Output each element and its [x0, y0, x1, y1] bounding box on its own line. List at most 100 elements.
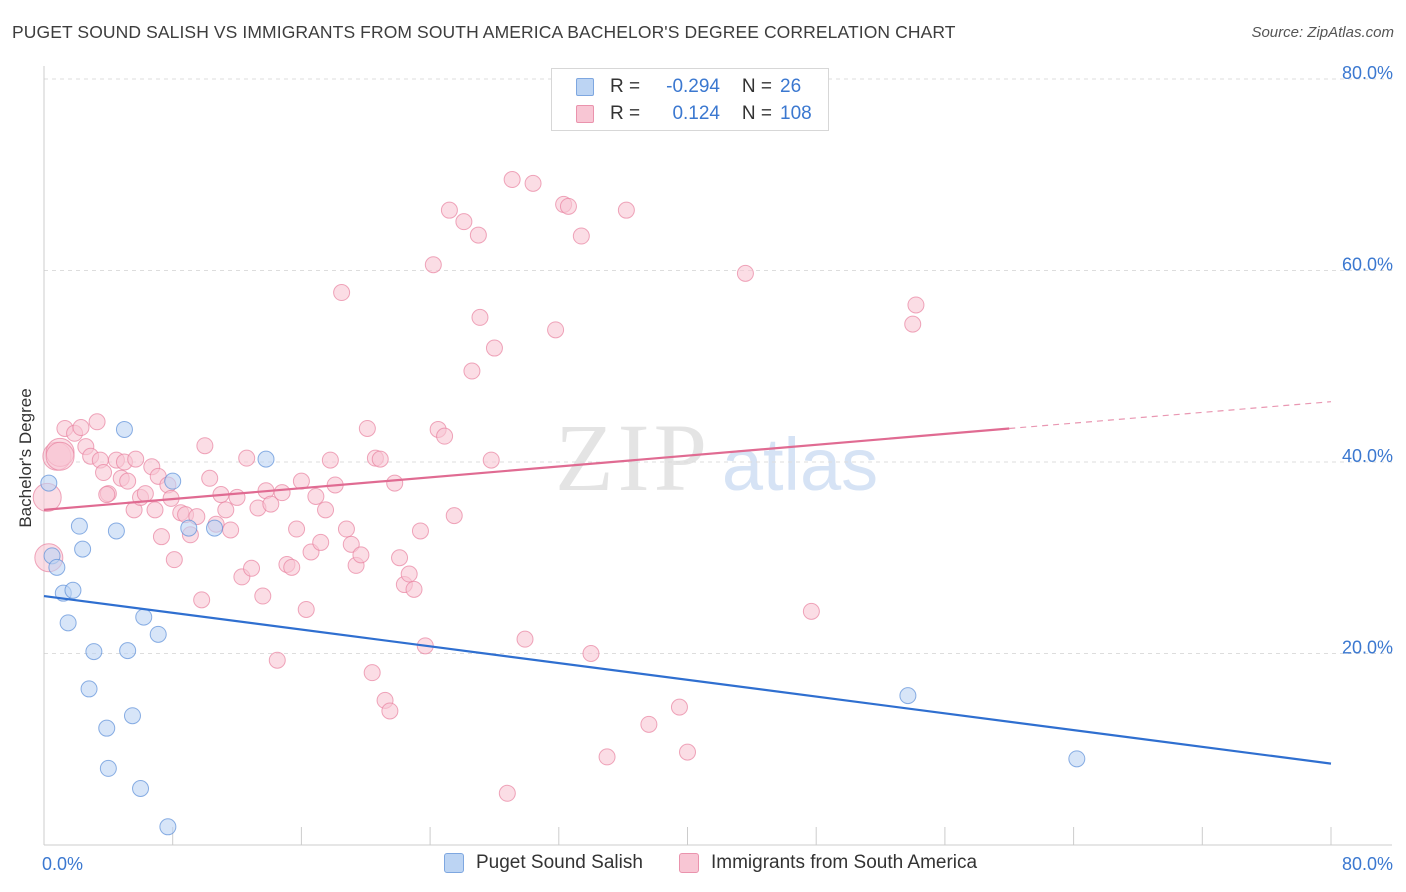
- immigrants-point: [907, 296, 925, 314]
- immigrants-point: [196, 437, 214, 455]
- immigrants-point: [471, 308, 489, 326]
- immigrants-point: [45, 441, 75, 471]
- salish-point: [80, 680, 98, 698]
- watermark-zip: ZIP: [555, 404, 711, 511]
- immigrants-point: [317, 501, 335, 519]
- n-value: 26: [780, 76, 802, 97]
- legend-item-immigrants: Immigrants from South America: [679, 852, 977, 874]
- immigrants-point: [312, 533, 330, 551]
- r-value: 0.124: [672, 103, 720, 124]
- legend-swatch-immigrants: [576, 105, 594, 123]
- immigrants-point: [297, 600, 315, 618]
- salish-point: [257, 450, 275, 468]
- immigrants-point: [386, 474, 404, 492]
- salish-trend-line: [43, 594, 1332, 765]
- immigrants-point: [391, 549, 409, 567]
- immigrants-point: [193, 591, 211, 609]
- series-salish-points: [40, 420, 1086, 836]
- y-tick-label: 60.0%: [1342, 255, 1393, 275]
- immigrants-point: [136, 485, 154, 503]
- immigrants-point: [217, 501, 235, 519]
- immigrants-point: [485, 339, 503, 357]
- r-value: -0.294: [666, 76, 720, 97]
- immigrants-point: [342, 535, 360, 553]
- immigrants-point: [503, 171, 521, 189]
- n-label: N =: [741, 76, 772, 97]
- watermark-atlas: atlas: [722, 423, 878, 506]
- salish-point: [107, 522, 125, 540]
- salish-point: [64, 581, 82, 599]
- immigrants-point: [333, 284, 351, 302]
- immigrants-point: [288, 520, 306, 538]
- immigrants-point: [400, 565, 418, 583]
- n-label: N =: [741, 103, 772, 124]
- legend-item-salish: Puget Sound Salish: [444, 852, 643, 874]
- immigrants-point: [405, 580, 423, 598]
- salish-point: [115, 420, 133, 438]
- immigrants-point: [802, 602, 820, 620]
- immigrants-point: [152, 528, 170, 546]
- salish-point: [180, 519, 198, 537]
- immigrants-point: [273, 484, 291, 502]
- immigrants-point: [222, 521, 240, 539]
- immigrants-point: [445, 507, 463, 525]
- legend-swatch-salish: [444, 853, 464, 873]
- immigrants-point: [165, 551, 183, 569]
- immigrants-point: [238, 449, 256, 467]
- y-tick-label: 40.0%: [1342, 446, 1393, 466]
- n-value: 108: [780, 103, 812, 124]
- immigrants-point: [524, 174, 542, 192]
- immigrants-point: [352, 546, 370, 564]
- immigrants-point: [679, 743, 696, 761]
- immigrants-trend-extension: [1009, 401, 1332, 430]
- immigrants-point: [463, 362, 481, 380]
- salish-point: [98, 719, 116, 737]
- immigrants-point: [381, 702, 399, 720]
- immigrants-point: [436, 427, 454, 445]
- immigrants-point: [321, 451, 339, 469]
- salish-point: [135, 608, 153, 626]
- salish-point: [159, 818, 177, 836]
- immigrants-point: [254, 587, 272, 605]
- stats-legend: R = -0.294 N = 26 R = 0.124 N = 108: [551, 68, 829, 131]
- immigrants-point: [640, 715, 658, 733]
- immigrants-point: [358, 419, 376, 437]
- immigrants-point: [262, 495, 280, 513]
- immigrants-point: [72, 419, 90, 437]
- y-tick-label: 20.0%: [1342, 638, 1393, 658]
- immigrants-point: [498, 784, 516, 802]
- immigrants-point: [337, 520, 355, 538]
- salish-point: [132, 780, 150, 798]
- immigrants-point: [572, 227, 590, 245]
- immigrants-point: [482, 451, 500, 469]
- watermark: ZIP atlas: [555, 404, 878, 511]
- stats-legend-row-salish: R = -0.294 N = 26: [576, 75, 820, 99]
- salish-point: [206, 519, 224, 537]
- chart-title: PUGET SOUND SALISH VS IMMIGRANTS FROM SO…: [12, 22, 956, 42]
- immigrants-point: [736, 264, 754, 282]
- x-tick-label: 80.0%: [1342, 854, 1393, 874]
- immigrants-point: [582, 645, 600, 662]
- salish-point: [164, 472, 182, 490]
- salish-point: [74, 540, 92, 558]
- immigrants-point: [363, 664, 381, 682]
- immigrants-point: [598, 748, 616, 766]
- y-tick-label: 80.0%: [1342, 63, 1393, 83]
- immigrants-point: [243, 559, 261, 577]
- immigrants-point: [469, 226, 487, 244]
- immigrants-point: [547, 321, 565, 339]
- immigrants-point: [411, 522, 429, 540]
- immigrants-point: [146, 501, 164, 519]
- immigrants-point: [617, 201, 635, 219]
- salish-point: [85, 643, 103, 661]
- salish-point: [99, 759, 117, 777]
- legend-label-immigrants: Immigrants from South America: [711, 852, 978, 873]
- y-axis-label: Bachelor's Degree: [16, 388, 35, 528]
- immigrants-point: [904, 315, 922, 333]
- trend-lines: [43, 401, 1332, 765]
- immigrants-point: [127, 450, 145, 468]
- immigrants-point: [119, 472, 137, 490]
- immigrants-point: [559, 197, 577, 215]
- legend-swatch-salish: [576, 78, 594, 96]
